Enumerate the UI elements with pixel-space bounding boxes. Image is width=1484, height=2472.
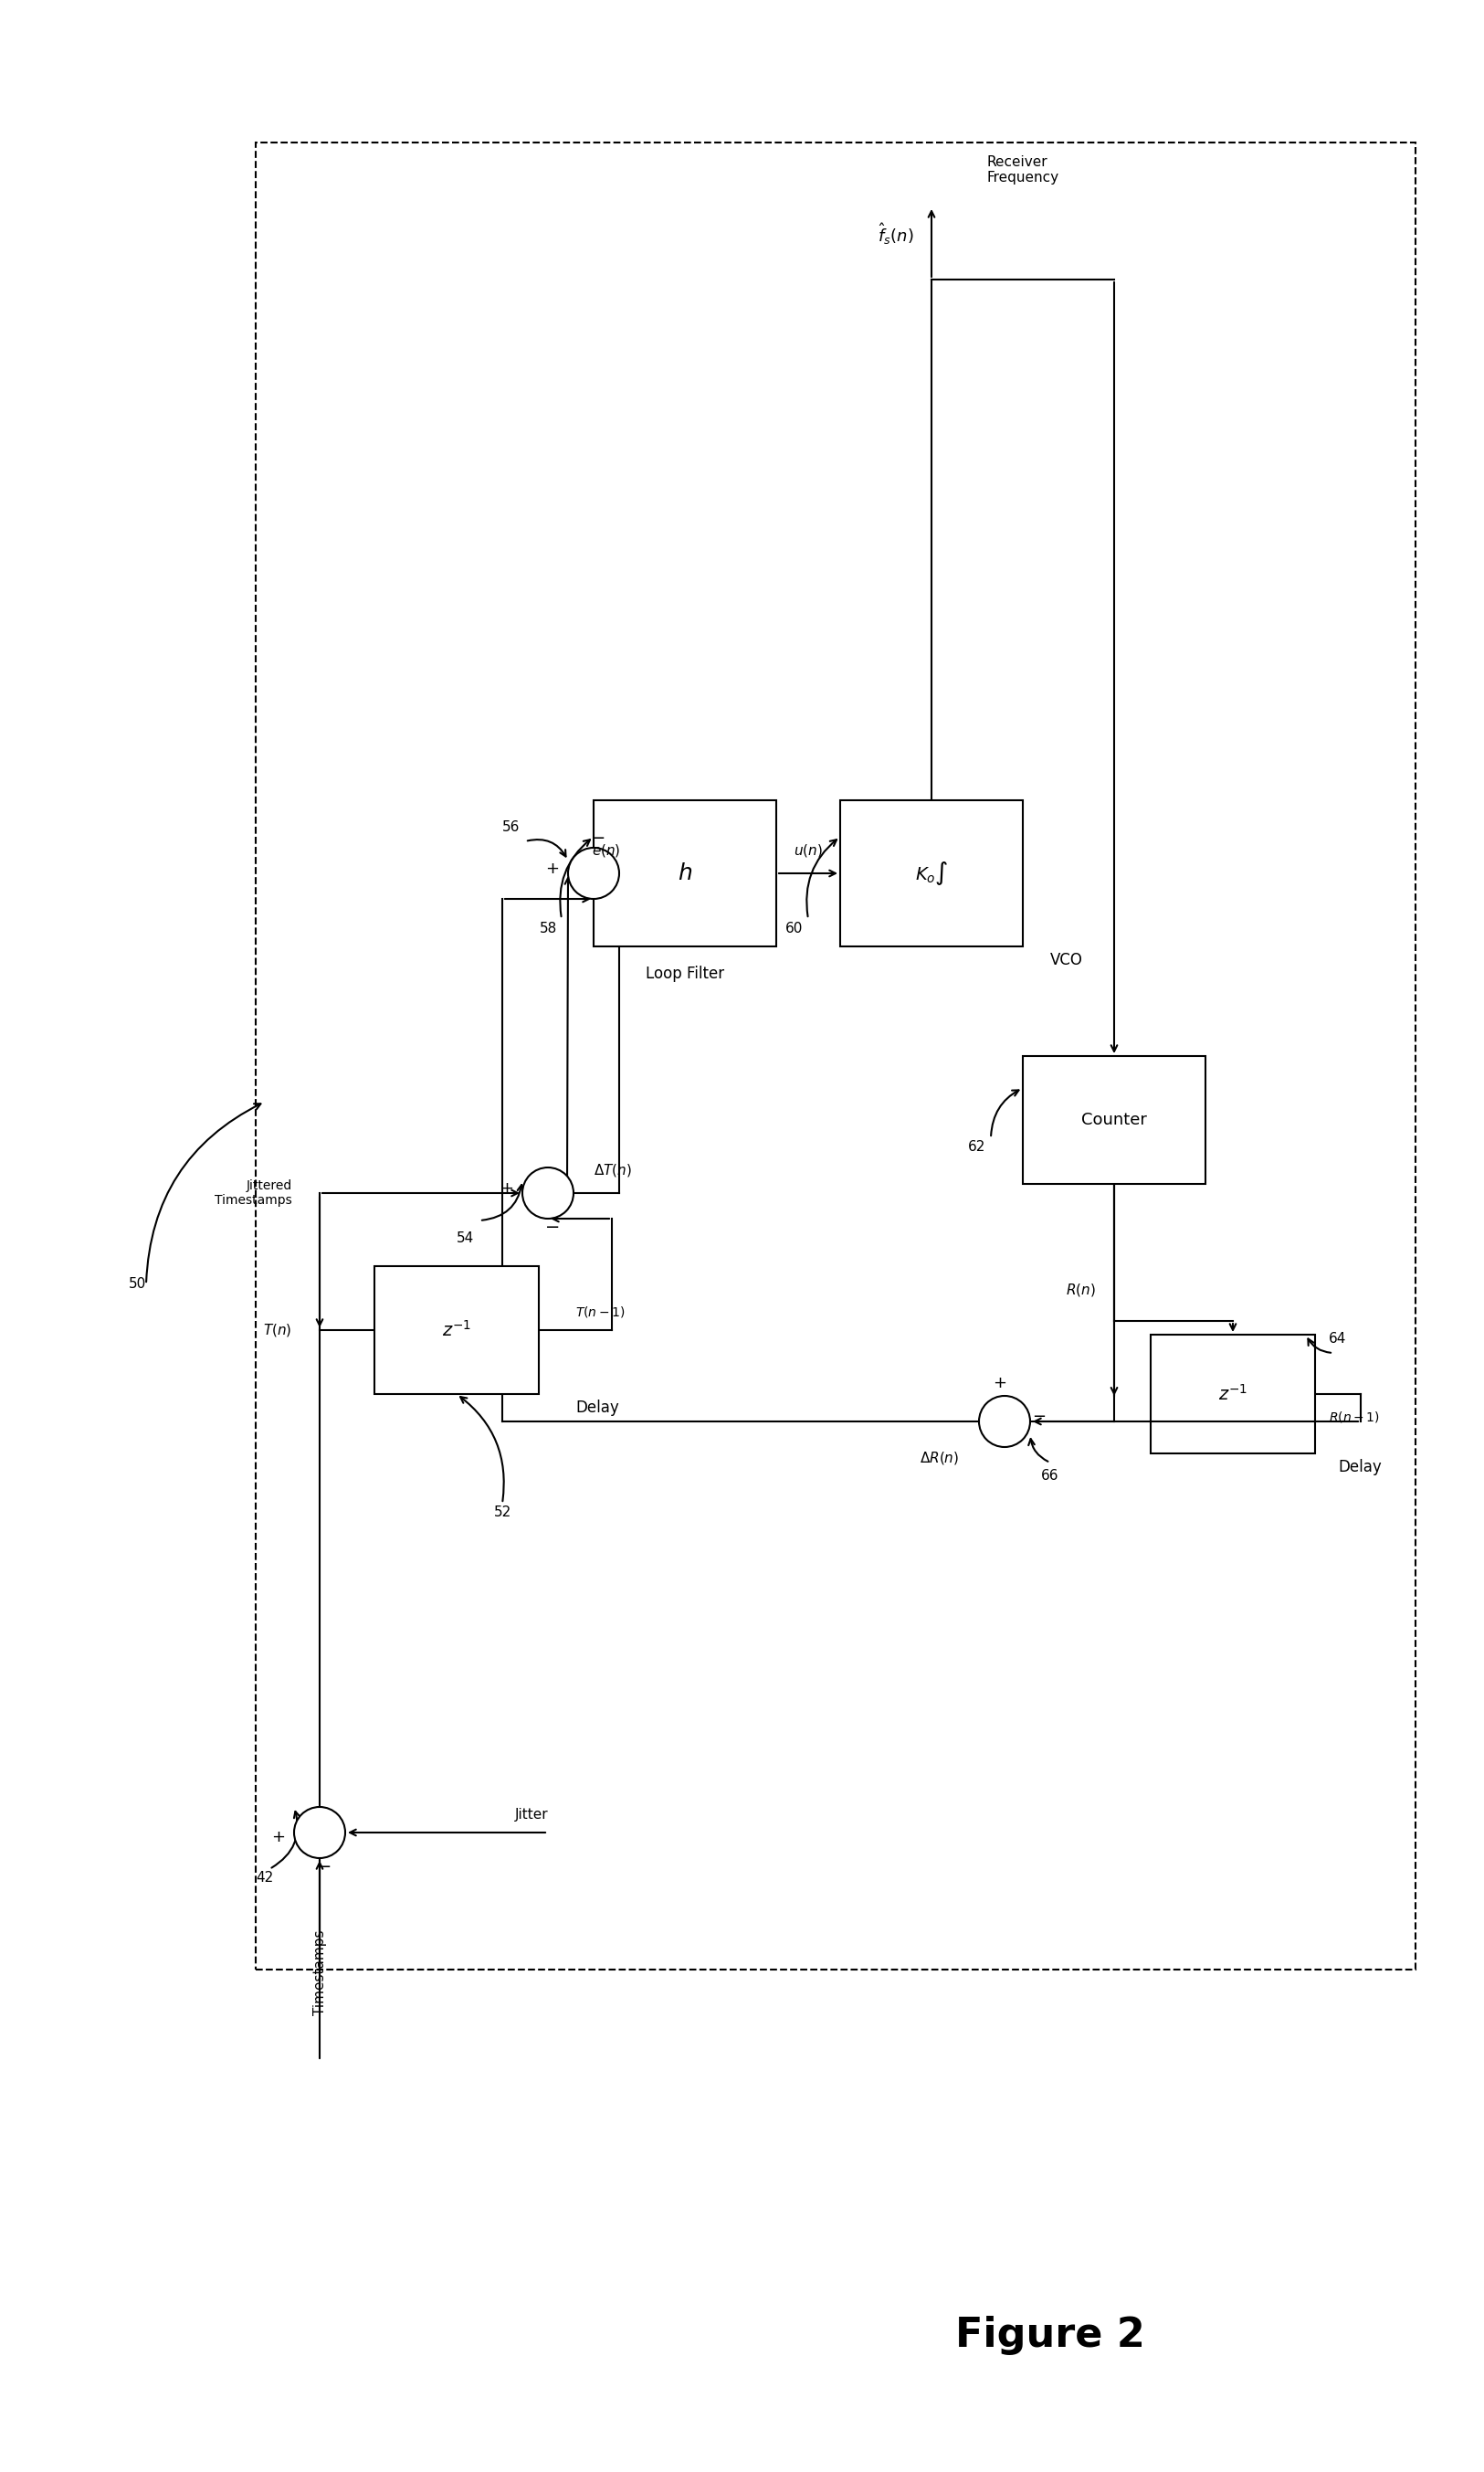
Text: Receiver
Frequency: Receiver Frequency <box>987 156 1058 185</box>
Text: $R(n-1)$: $R(n-1)$ <box>1328 1409 1380 1424</box>
Text: 58: 58 <box>539 922 556 934</box>
Text: $h$: $h$ <box>678 863 693 885</box>
Bar <box>374 1266 539 1394</box>
Circle shape <box>294 1807 346 1859</box>
Text: $e(n)$: $e(n)$ <box>592 843 620 858</box>
Text: +: + <box>993 1374 1006 1392</box>
Text: 62: 62 <box>968 1140 985 1154</box>
Text: +: + <box>546 860 559 878</box>
Text: −: − <box>591 831 605 848</box>
Text: $T(n-1)$: $T(n-1)$ <box>576 1305 625 1320</box>
Text: $\Delta R(n)$: $\Delta R(n)$ <box>920 1449 959 1466</box>
Text: 66: 66 <box>1042 1468 1060 1483</box>
Text: $z^{-1}$: $z^{-1}$ <box>1218 1384 1248 1404</box>
Circle shape <box>979 1397 1030 1446</box>
Bar <box>1150 1335 1315 1454</box>
Text: 64: 64 <box>1330 1332 1347 1347</box>
Bar <box>1022 1056 1205 1184</box>
Text: $\hat{f}_s(n)$: $\hat{f}_s(n)$ <box>877 220 913 247</box>
Text: −: − <box>316 1859 332 1876</box>
Text: $z^{-1}$: $z^{-1}$ <box>442 1320 472 1340</box>
Text: $T(n)$: $T(n)$ <box>264 1323 292 1337</box>
Text: $R(n)$: $R(n)$ <box>1066 1280 1095 1298</box>
Text: Delay: Delay <box>1339 1458 1382 1476</box>
Bar <box>255 143 1416 1970</box>
Text: +: + <box>500 1179 513 1196</box>
Text: 52: 52 <box>494 1505 510 1520</box>
Text: Counter: Counter <box>1082 1112 1147 1127</box>
Text: Timestamps: Timestamps <box>313 1931 326 2015</box>
Text: Jitter: Jitter <box>515 1807 548 1822</box>
Text: $K_o\int$: $K_o\int$ <box>914 860 948 887</box>
Text: 60: 60 <box>785 922 803 934</box>
Text: 42: 42 <box>257 1871 273 1886</box>
Text: $\Delta T(n)$: $\Delta T(n)$ <box>594 1162 632 1179</box>
Circle shape <box>568 848 619 900</box>
Text: 50: 50 <box>128 1278 145 1290</box>
Text: $u(n)$: $u(n)$ <box>794 843 822 858</box>
Text: 54: 54 <box>457 1231 475 1246</box>
Text: VCO: VCO <box>1051 952 1083 969</box>
Text: Delay: Delay <box>576 1399 619 1416</box>
Bar <box>840 801 1022 947</box>
Text: Loop Filter: Loop Filter <box>646 967 724 981</box>
Text: −: − <box>1033 1409 1046 1424</box>
Text: Jittered
Timestamps: Jittered Timestamps <box>215 1179 292 1206</box>
Bar <box>594 801 776 947</box>
Text: 56: 56 <box>503 821 521 836</box>
Text: Figure 2: Figure 2 <box>956 2316 1146 2356</box>
Circle shape <box>522 1167 573 1219</box>
Text: −: − <box>545 1219 559 1236</box>
Text: +: + <box>272 1829 285 1844</box>
